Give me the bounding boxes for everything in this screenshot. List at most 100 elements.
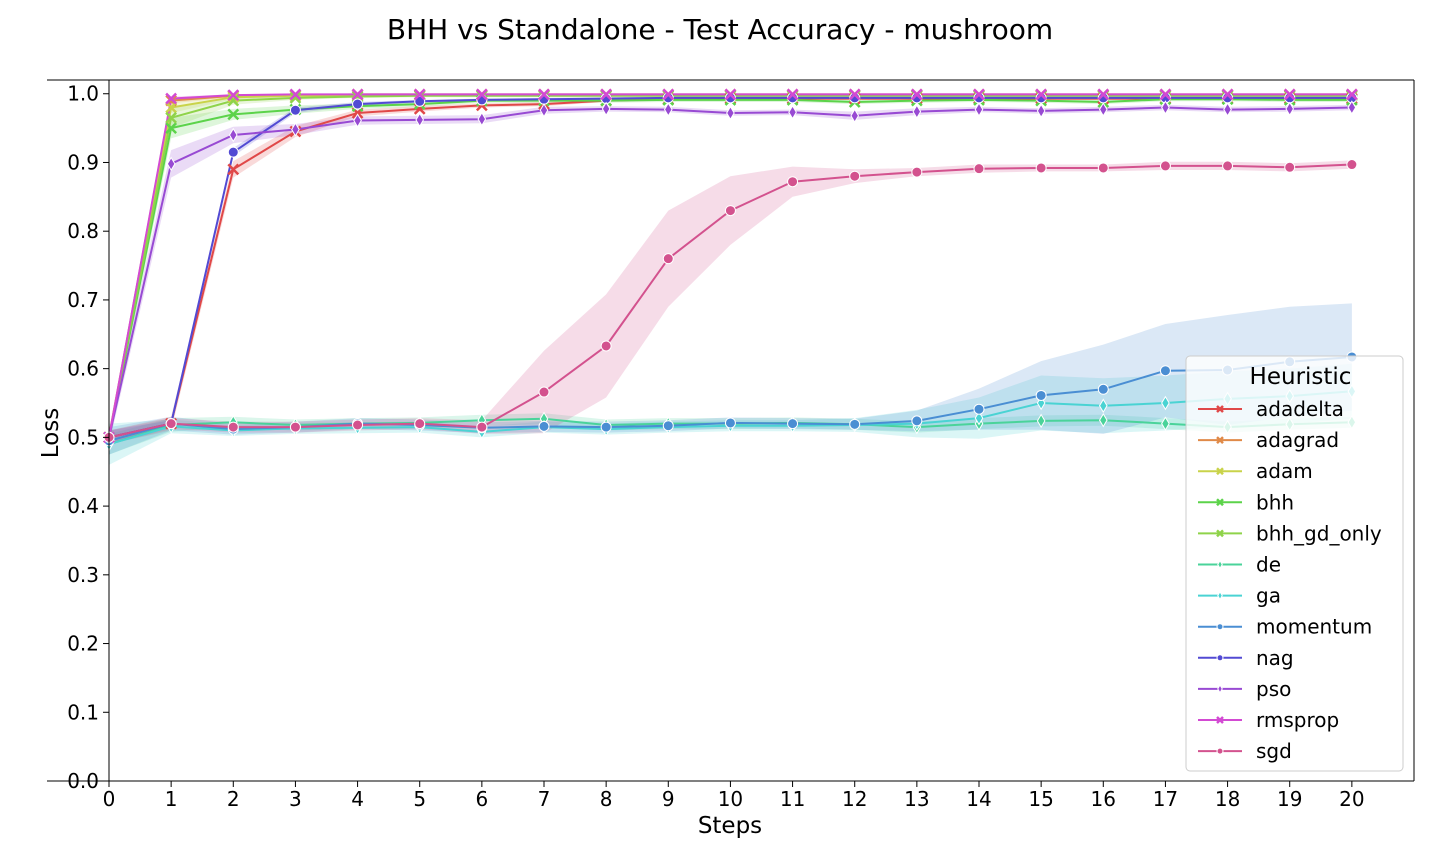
x-tick-label: 1 (165, 787, 178, 811)
legend-label-nag: nag (1256, 646, 1294, 670)
y-tick-label: 0.7 (67, 288, 99, 312)
legend-item-momentum: momentum (1198, 615, 1372, 639)
data-point-rmsprop (1159, 88, 1172, 101)
y-tick-label: 0.8 (67, 219, 99, 243)
data-point-momentum (1035, 389, 1047, 401)
data-point-sgd (1097, 162, 1109, 174)
legend-box (1185, 355, 1404, 772)
x-tick-label: 9 (662, 787, 675, 811)
data-point-momentum (911, 415, 923, 427)
y-tick-label: 0.4 (67, 494, 99, 518)
data-point-nag (414, 95, 426, 107)
data-point-sgd (1284, 161, 1296, 173)
data-point-nag (227, 146, 239, 158)
data-point-bhh_gd_only (289, 91, 302, 104)
legend-item-nag: nag (1198, 646, 1294, 670)
data-point-pso (415, 112, 425, 128)
data-point-rmsprop (227, 89, 240, 102)
legend-label-bhh: bhh (1256, 490, 1294, 514)
data-point-de (1098, 412, 1108, 428)
legend-label-momentum: momentum (1256, 615, 1372, 639)
data-point-sgd (289, 421, 301, 433)
legend-item-pso: pso (1198, 677, 1291, 701)
x-tick-label: 8 (600, 787, 613, 811)
data-point-momentum (973, 403, 985, 415)
data-point-momentum (787, 418, 799, 430)
axes: 0 1 2 3 4 5 6 7 8 9 10 11 12 13 14 15 16 17 18 19 200.00.10.… (47, 79, 1415, 811)
y-tick-label: 1.0 (67, 82, 99, 106)
data-point-momentum (662, 420, 674, 432)
legend-label-bhh_gd_only: bhh_gd_only (1256, 521, 1382, 545)
data-point-rmsprop (848, 88, 861, 101)
data-point-rmsprop (475, 88, 488, 101)
data-point-de (1036, 413, 1046, 429)
data-point-sgd (165, 418, 177, 430)
data-point-nag (289, 104, 301, 116)
data-point-rmsprop (1283, 88, 1296, 101)
y-tick-label: 0.6 (67, 357, 99, 381)
data-point-pso (850, 108, 860, 123)
legend-item-adadelta: adadelta (1198, 397, 1344, 421)
data-point-pso (1285, 101, 1295, 117)
legend-item-bhh_gd_only: bhh_gd_only (1198, 521, 1382, 545)
x-tick-label: 18 (1215, 787, 1240, 811)
data-point-sgd (849, 170, 861, 182)
y-tick-label: 0.1 (67, 700, 99, 724)
legend-marker-adam (1216, 467, 1224, 476)
legend-marker-adadelta (1216, 405, 1224, 413)
data-point-momentum (724, 417, 736, 429)
data-point-adam (165, 101, 178, 114)
data-point-pso (1347, 100, 1357, 115)
data-point-ga (1161, 395, 1170, 411)
legend: Heuristic adadelta adagrad adam bhh bhh_gd_on… (1185, 355, 1404, 772)
data-point-pso (228, 127, 238, 143)
legend-marker-ga (1217, 590, 1223, 601)
data-point-sgd (414, 418, 426, 430)
data-point-pso (353, 113, 362, 128)
data-point-sgd (1222, 160, 1234, 172)
data-point-pso (1161, 100, 1170, 115)
x-tick-label: 10 (718, 787, 743, 811)
data-point-bhh (165, 122, 178, 134)
x-tick-label: 4 (351, 787, 364, 811)
y-axis-title: Loss (38, 408, 64, 458)
data-point-sgd (227, 421, 239, 433)
data-point-rmsprop (662, 88, 675, 101)
data-point-sgd (662, 253, 674, 265)
band-ga (109, 363, 1352, 465)
data-point-pso (1098, 102, 1108, 117)
data-point-pso (726, 105, 735, 121)
y-tick-label: 0.9 (67, 150, 99, 174)
legend-label-rmsprop: rmsprop (1256, 708, 1339, 732)
data-point-pso (166, 156, 176, 172)
data-point-rmsprop (724, 88, 737, 101)
legend-label-adam: adam (1256, 459, 1313, 483)
data-point-pso (539, 103, 549, 118)
legend-item-adagrad: adagrad (1198, 428, 1339, 452)
data-point-rmsprop (289, 88, 302, 101)
data-point-sgd (911, 166, 923, 178)
legend-marker-sgd (1216, 747, 1224, 755)
data-point-pso (1036, 103, 1046, 119)
legend-label-adadelta: adadelta (1256, 397, 1344, 421)
data-point-momentum (1097, 383, 1109, 395)
legend-marker-adagrad (1216, 436, 1224, 444)
legend-label-sgd: sgd (1256, 739, 1292, 763)
data-point-pso (477, 111, 487, 127)
data-point-pso (601, 101, 611, 117)
legend-item-sgd: sgd (1198, 739, 1292, 763)
data-point-rmsprop (1221, 88, 1234, 101)
data-point-momentum (600, 421, 612, 433)
legend-item-adam: adam (1198, 459, 1313, 483)
data-point-sgd (724, 205, 736, 217)
data-point-rmsprop (1345, 88, 1358, 101)
data-point-rmsprop (973, 88, 985, 101)
legend-marker-pso (1217, 684, 1223, 694)
data-point-sgd (538, 386, 550, 398)
legend-item-bhh: bhh (1198, 490, 1294, 514)
data-point-adam (227, 91, 240, 104)
x-tick-label: 15 (1028, 787, 1053, 811)
data-point-rmsprop (600, 88, 613, 101)
data-point-momentum (849, 418, 861, 430)
